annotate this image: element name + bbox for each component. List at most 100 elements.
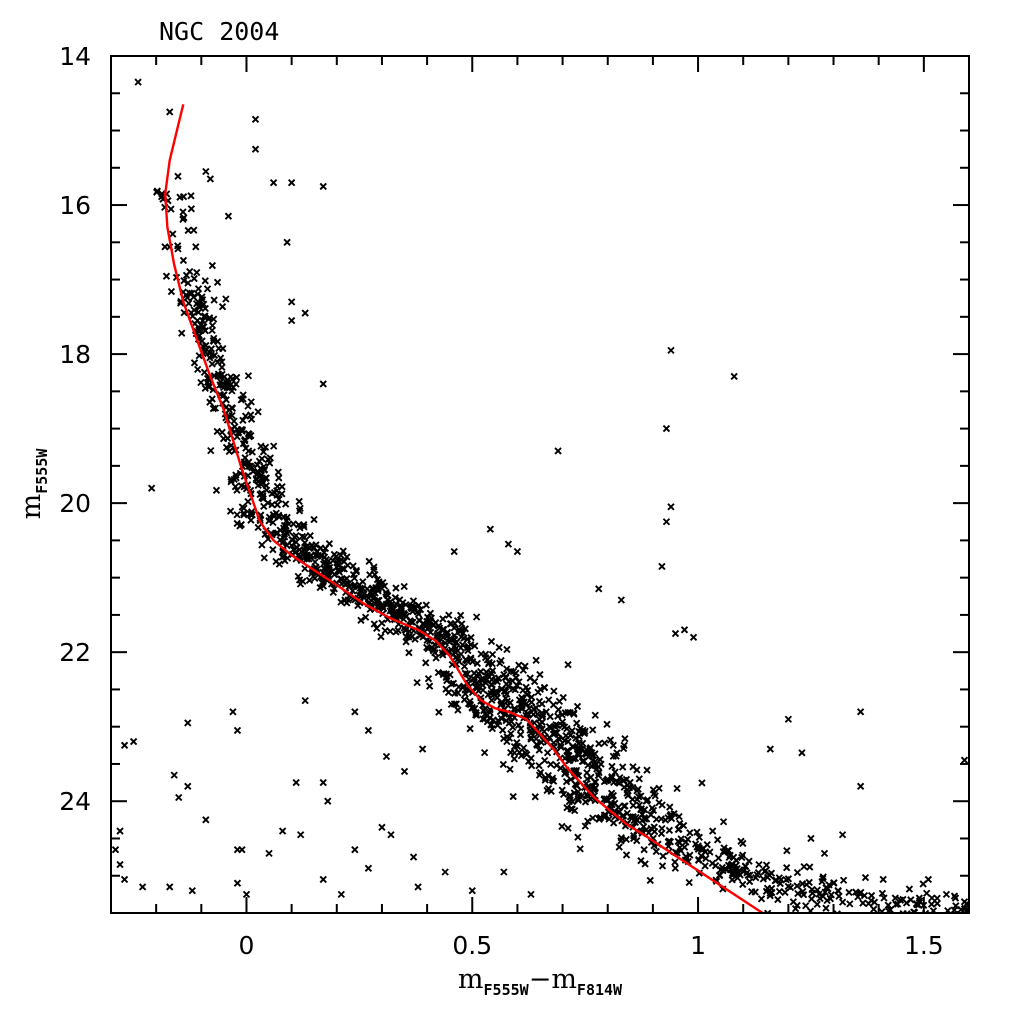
data-point: [520, 744, 528, 752]
data-point: [244, 497, 252, 506]
data-point: [472, 613, 481, 621]
data-point: [116, 860, 124, 869]
data-point: [591, 711, 599, 719]
data-point: [120, 741, 129, 749]
data-point: [960, 756, 969, 764]
data-point: [280, 530, 289, 538]
data-point: [387, 831, 395, 839]
data-point: [502, 673, 510, 682]
data-point: [422, 659, 430, 667]
data-point: [784, 882, 792, 891]
data-point: [224, 212, 233, 220]
data-point: [680, 843, 689, 851]
data-point: [571, 806, 579, 815]
data-point: [667, 503, 675, 511]
data-point: [153, 188, 161, 196]
data-point: [856, 782, 865, 790]
data-point: [450, 624, 458, 632]
data-point: [619, 812, 628, 820]
data-point: [226, 507, 235, 515]
data-point: [343, 574, 351, 583]
data-point: [452, 638, 460, 647]
data-point: [674, 837, 682, 846]
data-point: [244, 372, 253, 380]
data-point: [951, 894, 960, 902]
data-point: [608, 762, 616, 771]
data-point: [885, 907, 893, 913]
data-point: [549, 701, 558, 709]
data-point: [487, 637, 496, 646]
data-point: [355, 581, 363, 589]
data-point: [562, 777, 571, 786]
data-point: [207, 446, 215, 455]
data-point: [565, 793, 574, 801]
data-point: [623, 781, 632, 789]
data-point: [187, 192, 195, 200]
data-point: [296, 580, 305, 588]
data-point: [572, 734, 580, 742]
data-point: [378, 619, 386, 627]
data-point: [266, 459, 274, 467]
data-point: [379, 604, 388, 613]
data-point: [357, 586, 365, 595]
data-point: [202, 816, 210, 824]
data-point: [753, 871, 761, 879]
data-point: [516, 731, 525, 739]
data-point: [179, 208, 187, 216]
data-point: [220, 391, 228, 399]
x-axis-label-minus: −: [529, 964, 552, 995]
data-point: [463, 644, 471, 652]
data-point: [481, 653, 490, 662]
data-point: [783, 864, 791, 872]
data-point: [219, 434, 228, 443]
data-point: [764, 909, 772, 913]
data-point: [578, 739, 587, 747]
data-point: [295, 497, 303, 506]
data-point: [413, 678, 421, 687]
data-point: [237, 482, 246, 490]
data-point: [861, 873, 870, 882]
data-point: [694, 856, 703, 864]
data-point: [496, 659, 504, 667]
data-point: [176, 193, 184, 201]
data-point: [190, 359, 199, 367]
data-point: [523, 686, 532, 695]
y-tick-labels: 14 16 18 20 22 24: [59, 42, 91, 816]
data-point: [486, 714, 494, 722]
data-point: [182, 271, 191, 280]
data-point: [445, 611, 453, 619]
data-point: [378, 823, 386, 831]
data-point: [208, 360, 216, 368]
data-point: [550, 687, 558, 695]
data-point: [633, 795, 641, 803]
data-point: [511, 686, 519, 694]
data-point: [244, 402, 252, 410]
data-point: [532, 735, 540, 743]
data-point: [147, 484, 156, 492]
data-point: [655, 784, 663, 792]
data-point: [833, 910, 841, 913]
data-point: [167, 205, 175, 213]
data-point: [468, 703, 476, 712]
data-point: [461, 625, 469, 633]
data-point: [402, 601, 410, 609]
data-point: [192, 243, 200, 251]
y-axis-label-main: m: [16, 494, 47, 520]
data-point: [570, 710, 578, 718]
data-point: [682, 852, 690, 861]
data-point: [820, 849, 829, 858]
data-point: [588, 782, 597, 791]
data-point: [595, 814, 603, 823]
data-point: [400, 582, 408, 591]
data-point: [584, 817, 592, 825]
data-point: [554, 712, 562, 720]
data-point: [617, 596, 625, 604]
data-point: [745, 877, 754, 886]
data-point: [434, 668, 443, 677]
data-point: [211, 404, 220, 412]
data-point: [298, 532, 306, 541]
data-point: [426, 609, 435, 617]
data-point: [170, 771, 178, 779]
data-point: [467, 633, 475, 642]
data-point: [921, 909, 930, 913]
